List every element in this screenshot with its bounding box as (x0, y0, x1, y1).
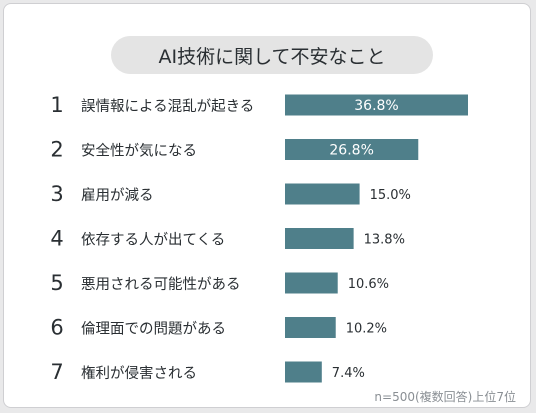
value-label: 7.4% (332, 366, 365, 381)
rank-number: 3 (50, 182, 63, 206)
value-label: 26.8% (329, 143, 373, 159)
rank-number: 7 (50, 360, 63, 384)
category-label: 悪用される可能性がある (81, 276, 241, 293)
bar (285, 317, 336, 338)
bar (285, 183, 360, 205)
value-label: 10.2% (346, 322, 387, 337)
footnote: n=500(複数回答)上位7位 (374, 390, 516, 404)
bar (285, 272, 338, 294)
category-label: 倫理面での問題がある (81, 321, 226, 338)
rank-number: 4 (50, 227, 63, 251)
chart-title: AI技術に関して不安なこと (111, 36, 433, 74)
bar (285, 94, 468, 116)
chart-card: AI技術に関して不安なこと n=500(複数回答)上位7位 (3, 3, 531, 408)
bar (285, 228, 354, 249)
value-label: 13.8% (364, 233, 405, 248)
value-label: 36.8% (354, 98, 398, 114)
category-label: 安全性が気になる (81, 142, 197, 160)
category-label: 誤情報による混乱が起きる (81, 98, 254, 115)
category-label: 権利が侵害される (81, 365, 197, 382)
rank-number: 6 (50, 316, 63, 340)
category-label: 依存する人が出てくる (81, 232, 225, 249)
bar (285, 361, 322, 383)
value-label: 15.0% (370, 188, 411, 203)
rank-number: 2 (50, 138, 63, 162)
bar (285, 139, 419, 160)
category-label: 雇用が減る (81, 187, 154, 204)
value-label: 10.6% (348, 277, 389, 292)
rank-number: 1 (50, 93, 63, 117)
rank-number: 5 (50, 271, 63, 295)
